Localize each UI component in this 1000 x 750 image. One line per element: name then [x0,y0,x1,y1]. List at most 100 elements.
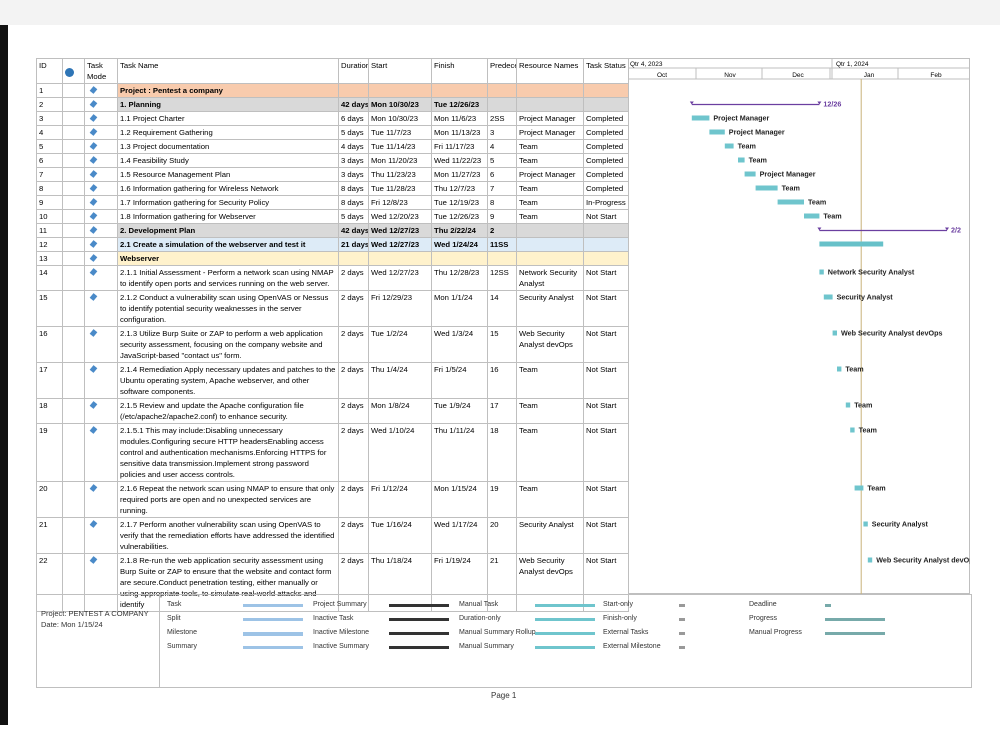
bar-label: Project Manager [729,128,785,137]
cell-start [368,83,432,98]
cell-resource: Project Manager [516,125,584,140]
col-duration: Duration [338,58,369,84]
cell-status: Not Start [583,398,629,424]
cell-name: 2. Development Plan [117,223,339,238]
mode-icon [89,156,98,164]
cell-id: 16 [36,326,63,363]
cell-resource: Web Security Analyst devOps [516,326,584,363]
cell-info [62,237,85,252]
cell-finish: Thu 12/28/23 [431,265,488,291]
cell-id: 7 [36,167,63,182]
cell-start: Mon 10/30/23 [368,111,432,126]
legend: Project: PENTEST A COMPANY Date: Mon 1/15… [36,594,972,700]
cell-name: 2.1.5.1 This may include:Disabling unnec… [117,423,339,482]
cell-start: Tue 11/14/23 [368,139,432,154]
cell-info [62,139,85,154]
cell-duration: 42 days [338,223,369,238]
cell-info [62,362,85,399]
cell-name: Webserver [117,251,339,266]
cell-finish: Mon 1/15/24 [431,481,488,518]
task-row: 11 2. Development Plan 42 days Wed 12/27/23… [36,223,629,238]
cell-name: 2.1.3 Utilize Burp Suite or ZAP to perfo… [117,326,339,363]
cell-status: Not Start [583,423,629,482]
legend-divider [159,595,160,687]
cell-duration: 2 days [338,481,369,518]
cell-info [62,326,85,363]
task-bar [691,115,710,121]
cell-start: Wed 12/27/23 [368,237,432,252]
cell-start: Fri 12/29/23 [368,290,432,327]
month-label: Oct [657,72,667,79]
legend-swatch [825,604,831,607]
cell-id: 14 [36,265,63,291]
page-number: Page 1 [491,691,517,700]
cell-resource: Web Security Analyst devOps [516,553,584,612]
legend-swatch [825,618,885,621]
mode-icon [89,198,98,206]
cell-id: 13 [36,251,63,266]
legend-label: Inactive Summary [313,643,370,650]
cell-id: 6 [36,153,63,168]
cell-status: Completed [583,153,629,168]
cell-status: Not Start [583,326,629,363]
task-bar [755,185,778,191]
legend-swatch [679,646,685,649]
cell-mode [84,237,118,252]
cell-pred: 12SS [487,265,517,291]
bar-label: Network Security Analyst [828,268,915,277]
task-row: 8 1.6 Information gathering for Wireless … [36,181,629,196]
cell-status: Completed [583,139,629,154]
task-bar [724,143,734,149]
cell-pred: 20 [487,517,517,554]
cell-status: Not Start [583,517,629,554]
cell-resource: Project Manager [516,111,584,126]
cell-status: Completed [583,181,629,196]
cell-name: 2.1.1 Initial Assessment - Perform a net… [117,265,339,291]
cell-info [62,223,85,238]
legend-swatch [389,618,449,621]
task-row: 7 1.5 Resource Management Plan 3 days Thu 1… [36,167,629,182]
task-row: 5 1.3 Project documentation 4 days Tue 11/1… [36,139,629,154]
cell-pred: 4 [487,139,517,154]
legend-swatch [535,632,595,635]
cell-name: 1.5 Resource Management Plan [117,167,339,182]
cell-info [62,181,85,196]
bar-label: Team [738,142,756,151]
col-mode: Task Mode [84,58,118,84]
cell-status: Completed [583,111,629,126]
cell-mode [84,326,118,363]
cell-finish: Wed 1/3/24 [431,326,488,363]
legend-label: Manual Progress [749,629,802,636]
cell-duration: 4 days [338,139,369,154]
cell-mode [84,181,118,196]
cell-pred: 15 [487,326,517,363]
legend-label: Split [167,615,181,622]
mode-icon [89,184,98,192]
cell-pred: 17 [487,398,517,424]
cell-duration: 2 days [338,326,369,363]
cell-start: Tue 1/2/24 [368,326,432,363]
print-sheet: ID Task Mode Task Name Duration Start Fi… [36,58,972,708]
cell-mode [84,517,118,554]
cell-finish: Thu 1/11/24 [431,423,488,482]
task-row: 6 1.4 Feasibility Study 3 days Mon 11/20/23… [36,153,629,168]
bar-label: Team [808,198,826,207]
mode-icon [89,329,98,337]
cell-mode [84,97,118,112]
col-name: Task Name [117,58,339,84]
task-bar [804,213,820,219]
bar-label: Project Manager [760,170,816,179]
cell-status: Not Start [583,481,629,518]
cell-resource: Security Analyst [516,517,584,554]
cell-id: 10 [36,209,63,224]
cell-duration: 3 days [338,153,369,168]
cell-resource [516,251,584,266]
cell-duration: 5 days [338,125,369,140]
task-row: 17 2.1.4 Remediation Apply necessary upda… [36,362,629,399]
cell-start: Wed 1/10/24 [368,423,432,482]
cell-name: 1.3 Project documentation [117,139,339,154]
cell-duration: 2 days [338,290,369,327]
task-bar [837,366,842,372]
legend-label: Project Summary [313,601,367,608]
